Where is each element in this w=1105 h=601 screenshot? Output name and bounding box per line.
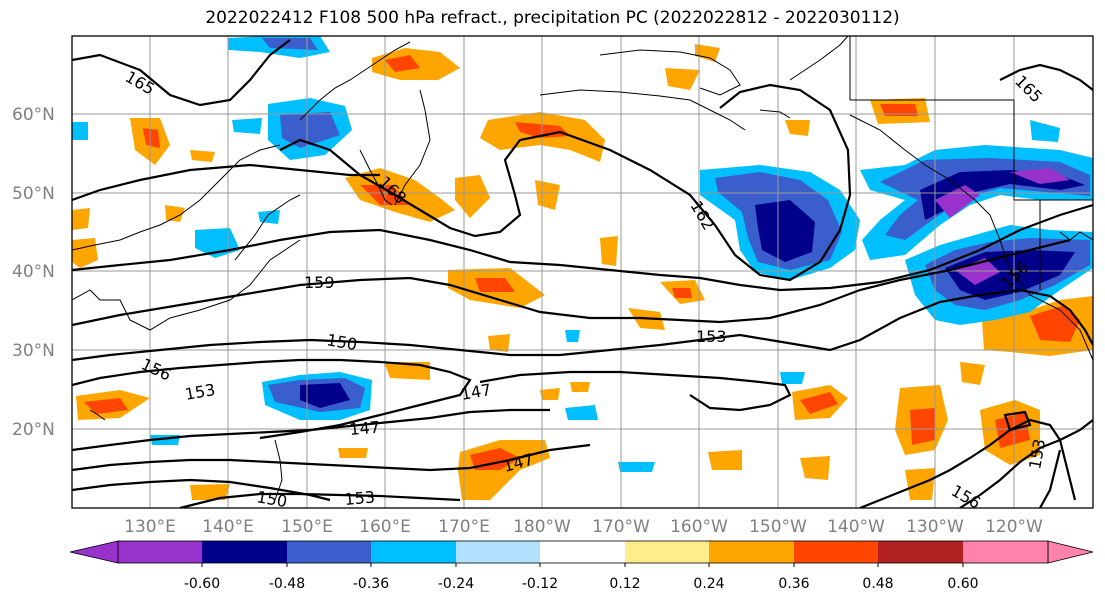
- lon-label: 180°W: [513, 517, 571, 537]
- lat-label: 60°N: [12, 105, 55, 125]
- colorbar-border: [117, 540, 1049, 564]
- colorbar-extend-max: [1047, 540, 1094, 564]
- colorbar-tick-label: -0.36: [353, 576, 389, 592]
- lon-label: 150°W: [749, 517, 807, 537]
- contour-label: 153: [344, 487, 376, 509]
- political-borders: [849, 36, 1093, 290]
- lon-label: 120°W: [985, 517, 1043, 537]
- colorbar-tick-label: 0.48: [862, 576, 893, 592]
- colorbar-tick-label: -0.60: [184, 576, 220, 592]
- colorbar-segment: [540, 541, 625, 563]
- lon-label: 140°E: [202, 517, 254, 537]
- latitude-labels: 60°N 50°N 40°N 30°N 20°N: [12, 105, 55, 440]
- colorbar-segment: [371, 541, 456, 563]
- colorbar-tick-label: 0.24: [693, 576, 724, 592]
- colorbar-extend-min: [69, 540, 119, 564]
- colorbar-segment: [963, 541, 1048, 563]
- lat-label: 20°N: [12, 420, 55, 440]
- colorbar-tick-label: 0.60: [947, 576, 978, 592]
- colorbar-segment: [625, 541, 709, 563]
- colorbar-tick-label: -0.12: [522, 576, 558, 592]
- colorbar-tick-label: -0.24: [438, 576, 474, 592]
- longitude-labels: 130°E 140°E 150°E 160°E 170°E 180°W 170°…: [124, 517, 1043, 537]
- lon-label: 160°E: [359, 517, 411, 537]
- colorbar-segment: [878, 541, 963, 563]
- lon-label: 130°W: [906, 517, 964, 537]
- height-contours: [72, 39, 1093, 508]
- lat-label: 50°N: [12, 184, 55, 204]
- lon-label: 160°W: [670, 517, 728, 537]
- lon-label: 130°E: [124, 517, 176, 537]
- contour-label: 147: [349, 417, 381, 439]
- contour-label: 150: [255, 487, 288, 511]
- colorbar-tick-label: 0.36: [778, 576, 809, 592]
- coastlines: [72, 36, 1093, 501]
- colorbar-segment: [794, 541, 878, 563]
- lon-label: 150°E: [281, 517, 333, 537]
- contour-label: 159: [304, 273, 335, 292]
- colorbar-tick-label: 0.12: [609, 576, 640, 592]
- colorbar-segment: [709, 541, 794, 563]
- colorbar-tick-label: -0.48: [269, 576, 305, 592]
- lat-label: 40°N: [12, 262, 55, 282]
- colorbar: [69, 540, 1094, 567]
- colorbar-segment: [118, 541, 202, 563]
- lon-label: 170°W: [592, 517, 650, 537]
- map-frame: [71, 35, 1094, 509]
- lon-label: 140°W: [827, 517, 885, 537]
- contour-label: 153: [696, 327, 727, 346]
- lat-label: 30°N: [12, 341, 55, 361]
- colorbar-segment: [456, 541, 540, 563]
- colorbar-tick-labels: -0.60 -0.48 -0.36 -0.24 -0.12 0.12 0.24 …: [184, 576, 979, 592]
- map-title: 2022022412 F108 500 hPa refract., precip…: [205, 8, 900, 28]
- colorbar-segment: [287, 541, 371, 563]
- colorbar-segment: [202, 541, 287, 563]
- lon-label: 170°E: [438, 517, 490, 537]
